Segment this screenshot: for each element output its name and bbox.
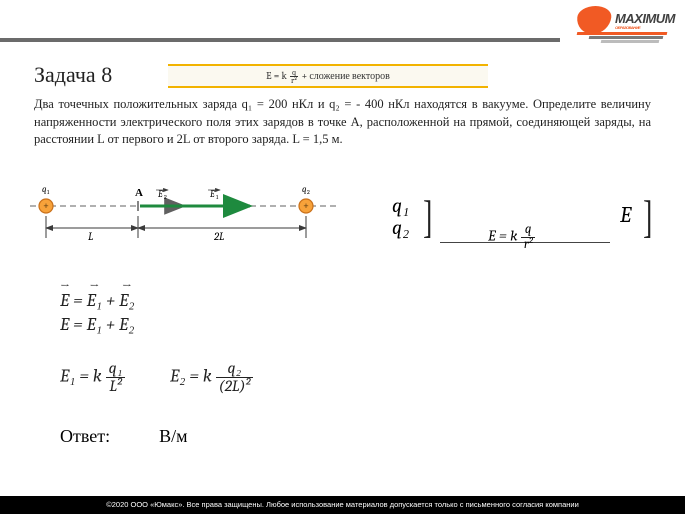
svg-text:A: A [135,187,143,199]
problem-title: Задача 8 [34,62,112,88]
bracket-right-icon: ] [423,190,432,243]
svg-text:+: + [303,201,308,211]
header-stripes-icon [571,30,671,48]
svg-text:2L: 2L [213,230,224,243]
svg-text:E: E [209,190,215,200]
answer-line: Ответ: В/м [60,426,188,447]
svg-text:2: 2 [307,189,310,196]
eq-E1: E₁ = k q₁ L² [60,360,125,395]
svg-text:1: 1 [47,189,50,196]
eq-scalar-sum: E = E₁ + E₂ [60,314,134,335]
problem-text: Два точечных положительных заряда q₁ = 2… [34,96,651,149]
answer-unit: В/м [159,426,187,446]
hint-prefix: E = k [266,70,287,82]
eq-vector-sum: E = E₁ + E₂ [60,290,134,311]
given-q2: q₂ [392,217,409,239]
footer-copyright: ©2020 ООО «Юмакс». Все права защищены. Л… [0,496,685,514]
header-rule [0,38,560,42]
hint-den: r² [290,77,298,84]
given-column: q₁ q₂ [392,195,409,239]
hint-formula-box: E = k q r² + сложение векторов [168,64,488,88]
svg-text:2: 2 [164,194,167,201]
brand-name: MAXIMUM [615,11,675,26]
svg-text:+: + [43,201,48,211]
hint-suffix: + сложение векторов [302,70,390,82]
unknown-E: E [620,202,631,228]
given-q1: q₁ [392,195,409,217]
eq-E2: E₂ = k q₂ (2L)² [170,360,253,395]
svg-text:1: 1 [216,194,219,201]
answer-label: Ответ: [60,426,110,446]
problem-diagram: + + q 1 q 2 A E 2 E 1 L 2L [28,184,340,256]
bracket-E-icon: ] [643,190,652,243]
svg-text:E: E [157,190,163,200]
svg-text:L: L [88,230,93,243]
side-formula: E = k q r² [488,223,535,251]
